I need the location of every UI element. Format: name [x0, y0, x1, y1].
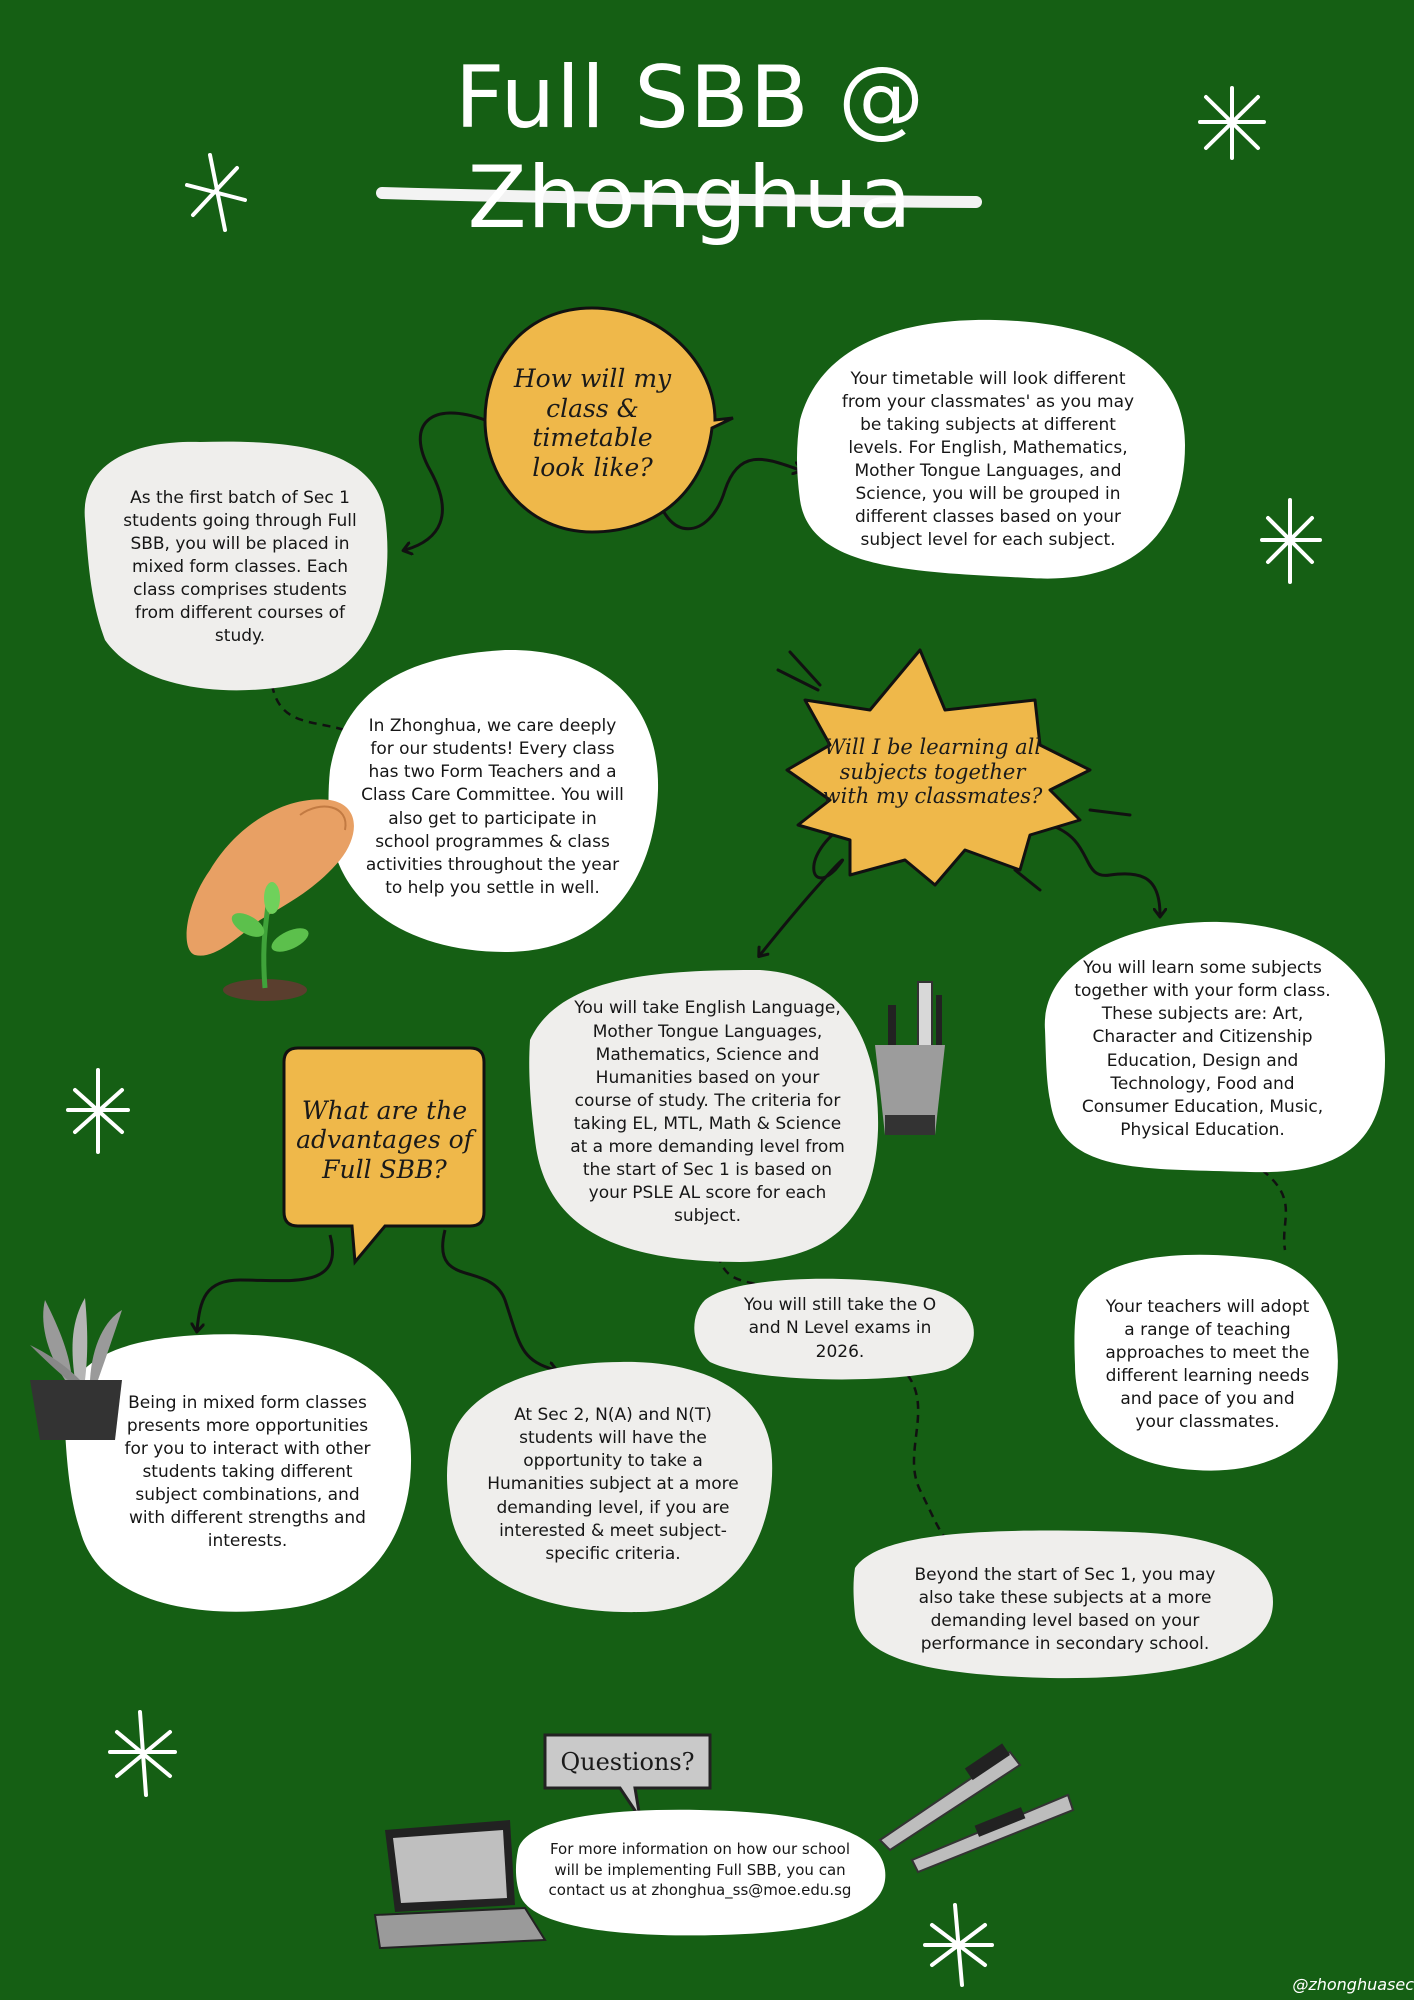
bubble-text: You will take English Language, Mother T… [570, 998, 845, 1227]
bubble-text: Beyond the start of Sec 1, you may also … [914, 1564, 1216, 1655]
bubble-sec2: At Sec 2, N(A) and N(T) students will ha… [478, 1385, 748, 1585]
arrow [441, 1229, 555, 1370]
bubble-shape [797, 319, 1185, 579]
sparkle-icon [923, 1903, 994, 1987]
bubble-shape [1044, 921, 1385, 1173]
dashed-connector [1261, 1169, 1288, 1251]
bubble-beyond: Beyond the start of Sec 1, you may also … [895, 1550, 1235, 1670]
title-underline [376, 187, 982, 208]
laptop-icon [373, 1820, 547, 1950]
bubble-mixed-form: As the first batch of Sec 1 students goi… [115, 460, 365, 675]
bubble-shape [328, 649, 659, 952]
bubble-text: For more information on how our school w… [548, 1840, 852, 1900]
bubble-shape [515, 1809, 886, 1936]
social-handle: @zhonghuasec [1292, 1975, 1414, 1994]
bubble-contact: For more information on how our school w… [545, 1820, 855, 1920]
bubble-shape [529, 970, 879, 1262]
bubble-text: Being in mixed form classes presents mor… [124, 1392, 371, 1552]
bubble-text: You will still take the O and N Level ex… [743, 1295, 937, 1362]
sparkle-icon [66, 1068, 130, 1154]
sparkle-icon [1198, 86, 1266, 160]
pencil-cup-icon [875, 981, 945, 1135]
question-learning: Will I be learning all subjects together… [822, 734, 1043, 809]
potted-plant-icon [30, 1298, 122, 1440]
bubble-shape [1074, 1254, 1338, 1471]
arrow [405, 411, 486, 550]
bubble-take-subjects: You will take English Language, Mother T… [565, 978, 850, 1248]
bubble-text: In Zhonghua, we care deeply for our stud… [361, 716, 624, 898]
bubble-text: You will learn some subjects together wi… [1074, 958, 1331, 1140]
question-box-advantages [282, 1046, 486, 1266]
arrow [1049, 823, 1160, 915]
sparkle-icon [185, 153, 247, 232]
bubble-exams: You will still take the O and N Level ex… [730, 1288, 950, 1370]
burst-stroke [776, 650, 1132, 892]
hand-planting-icon [186, 799, 354, 1001]
question-tag-contact [543, 1733, 712, 1819]
question-advantages: What are the advantages of Full SBB? [296, 1095, 473, 1184]
dashed-connector [270, 684, 346, 732]
pens-icon [878, 1743, 1075, 1874]
bubble-timetable-different: Your timetable will look different from … [838, 350, 1138, 570]
bubble-shape [447, 1361, 773, 1613]
page-title: Full SBB @ Zhonghua [454, 48, 926, 248]
arrow [760, 823, 846, 955]
bubble-text: Your timetable will look different from … [841, 368, 1135, 551]
question-timetable: How will my class & timetable look like? [513, 364, 672, 482]
bubble-text: Your teachers will adopt a range of teac… [1105, 1296, 1310, 1433]
question-bubble-timetable [483, 306, 734, 534]
dashed-connector [897, 1364, 953, 1546]
arrow [197, 1234, 334, 1330]
bubble-mixed-advantages: Being in mixed form classes presents mor… [120, 1355, 375, 1590]
bubble-together: You will learn some subjects together wi… [1070, 932, 1335, 1167]
bubble-text: At Sec 2, N(A) and N(T) students will ha… [487, 1405, 739, 1564]
sparkle-icon [1260, 498, 1322, 584]
bubble-shape [694, 1278, 974, 1380]
bubble-shape [853, 1530, 1273, 1679]
sparkle-icon [108, 1710, 177, 1797]
question-burst-learning [785, 648, 1092, 887]
bubble-shape [64, 1334, 412, 1612]
question-contact: Questions? [560, 1747, 695, 1776]
bubble-care: In Zhonghua, we care deeply for our stud… [360, 675, 625, 940]
bubble-text: As the first batch of Sec 1 students goi… [123, 487, 357, 647]
bubble-teachers: Your teachers will adopt a range of teac… [1100, 1270, 1315, 1460]
arrow [653, 457, 800, 531]
bubble-shape [84, 441, 388, 691]
